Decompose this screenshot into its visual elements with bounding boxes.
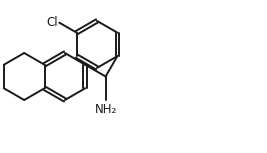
- Text: Cl: Cl: [46, 16, 58, 29]
- Text: NH₂: NH₂: [95, 103, 117, 116]
